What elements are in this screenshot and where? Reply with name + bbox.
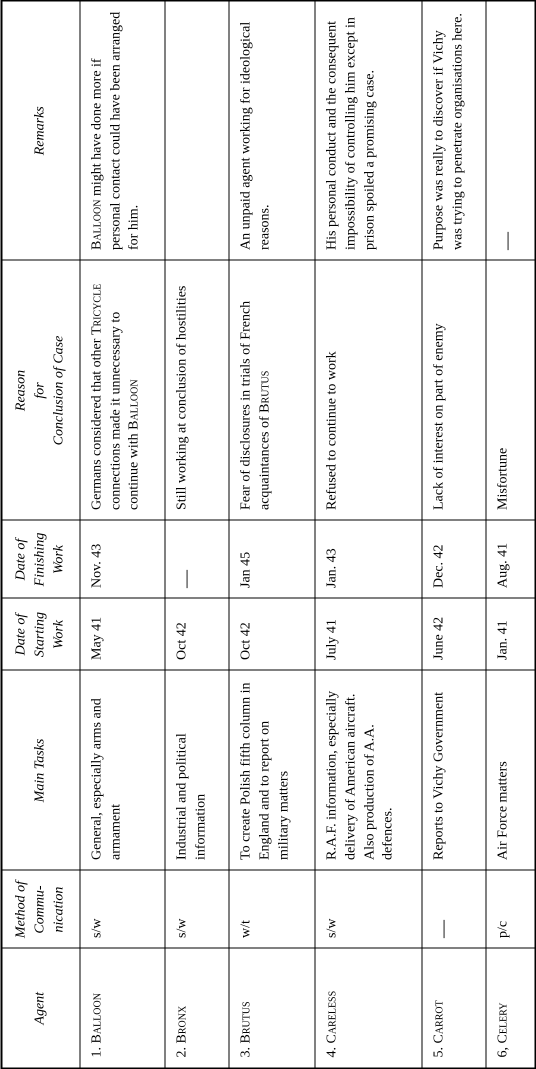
cell-agent: 3. Brutus bbox=[229, 948, 315, 1068]
cell-tasks: R.A.F. information, especially delivery … bbox=[314, 670, 422, 870]
cell-method: s/w bbox=[314, 870, 422, 948]
table-row: 4. Careless s/w R.A.F. information, espe… bbox=[314, 0, 422, 1068]
cell-method: s/w bbox=[79, 870, 165, 948]
header-finish: Date ofFinishingWork bbox=[1, 520, 79, 598]
cell-remarks: His personal conduct and the consequent … bbox=[314, 0, 422, 260]
cell-method: s/w bbox=[165, 870, 229, 948]
table-header-row: Agent Method ofCommu-nication Main Tasks… bbox=[1, 0, 79, 1068]
cell-finish: Nov. 43 bbox=[79, 520, 165, 598]
cell-finish: Jan 45 bbox=[229, 520, 315, 598]
cell-start: Oct 42 bbox=[165, 598, 229, 670]
cell-reason: Fear of disclosures in trials of French … bbox=[229, 260, 315, 520]
header-start: Date ofStartingWork bbox=[1, 598, 79, 670]
cell-start: May 41 bbox=[79, 598, 165, 670]
table-row: 5. Carrot — Reports to Vichy Government … bbox=[422, 0, 486, 1068]
header-agent: Agent bbox=[1, 948, 79, 1068]
cell-tasks: General, especially arms and armament bbox=[79, 670, 165, 870]
cell-finish: Dec. 42 bbox=[422, 520, 486, 598]
cell-remarks: An unpaid agent working for ideological … bbox=[229, 0, 315, 260]
cell-method: — bbox=[422, 870, 486, 948]
cell-remarks bbox=[165, 0, 229, 260]
header-remarks: Remarks bbox=[1, 0, 79, 260]
cell-reason: Germans considered that other Tricycle c… bbox=[79, 260, 165, 520]
header-tasks: Main Tasks bbox=[1, 670, 79, 870]
cell-tasks: Air Force matters bbox=[486, 670, 535, 870]
cell-reason: Refused to continue to work bbox=[314, 260, 422, 520]
cell-method: p/c bbox=[486, 870, 535, 948]
table-row: 3. Brutus w/t To create Polish fifth col… bbox=[229, 0, 315, 1068]
cell-finish: Jan. 43 bbox=[314, 520, 422, 598]
table-row: 2. Bronx s/w Industrial and political in… bbox=[165, 0, 229, 1068]
agents-table: Agent Method ofCommu-nication Main Tasks… bbox=[0, 0, 536, 1069]
cell-start: Jan. 41 bbox=[486, 598, 535, 670]
cell-remarks: — bbox=[486, 0, 535, 260]
cell-tasks: Industrial and political information bbox=[165, 670, 229, 870]
table-row: 1. Balloon s/w General, especially arms … bbox=[79, 0, 165, 1068]
cell-remarks: Balloon might have done more if personal… bbox=[79, 0, 165, 260]
cell-method: w/t bbox=[229, 870, 315, 948]
cell-finish: Aug. 41 bbox=[486, 520, 535, 598]
cell-start: Oct 42 bbox=[229, 598, 315, 670]
cell-tasks: To create Polish fifth column in England… bbox=[229, 670, 315, 870]
cell-reason: Lack of interest on part of enemy bbox=[422, 260, 486, 520]
cell-remarks: Purpose was really to discover if Vichy … bbox=[422, 0, 486, 260]
cell-reason: Misfortune bbox=[486, 260, 535, 520]
cell-tasks: Reports to Vichy Government bbox=[422, 670, 486, 870]
header-method: Method ofCommu-nication bbox=[1, 870, 79, 948]
cell-agent: 5. Carrot bbox=[422, 948, 486, 1068]
cell-reason: Still working at conclusion of hostiliti… bbox=[165, 260, 229, 520]
cell-agent: 6, Celery bbox=[486, 948, 535, 1068]
cell-agent: 4. Careless bbox=[314, 948, 422, 1068]
cell-agent: 2. Bronx bbox=[165, 948, 229, 1068]
cell-start: July 41 bbox=[314, 598, 422, 670]
cell-agent: 1. Balloon bbox=[79, 948, 165, 1068]
cell-finish: — bbox=[165, 520, 229, 598]
header-reason: ReasonforConclusion of Case bbox=[1, 260, 79, 520]
table-row: 6, Celery p/c Air Force matters Jan. 41 … bbox=[486, 0, 535, 1068]
cell-start: June 42 bbox=[422, 598, 486, 670]
